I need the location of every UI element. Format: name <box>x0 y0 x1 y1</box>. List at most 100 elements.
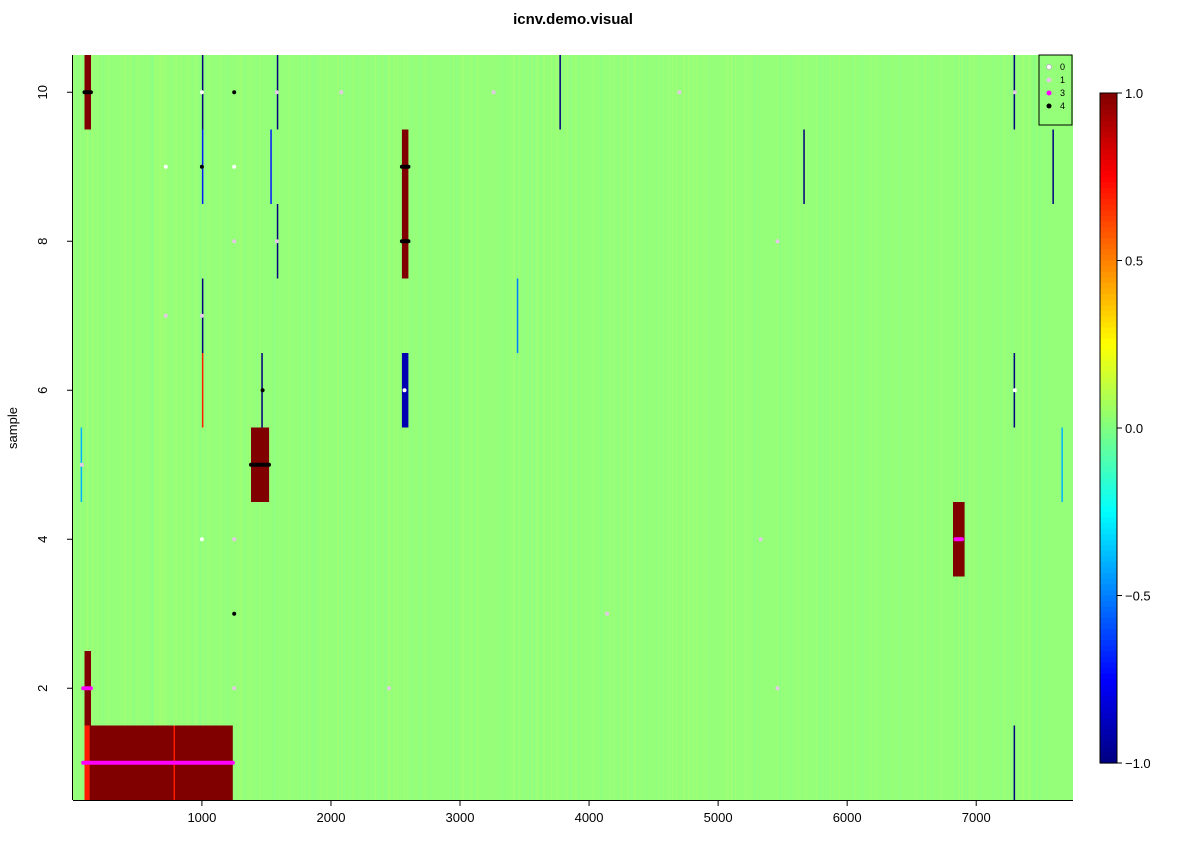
cnv-call-point <box>199 537 204 542</box>
color-scale-tick-label: 1.0 <box>1125 86 1143 101</box>
heatmap-texture-column <box>315 55 317 800</box>
heatmap-texture-column <box>819 55 821 800</box>
color-scale-swatch <box>1100 355 1117 362</box>
heatmap-texture-column <box>505 55 507 800</box>
heatmap-texture-column <box>790 55 791 800</box>
color-scale-swatch <box>1100 176 1117 183</box>
heatmap-texture-column <box>529 55 531 800</box>
heatmap-texture-column <box>955 55 957 800</box>
legend-label: 3 <box>1060 88 1065 98</box>
color-scale-swatch <box>1100 266 1117 273</box>
heatmap-texture-column <box>697 55 698 800</box>
color-scale-swatch <box>1100 148 1117 156</box>
color-scale-swatch <box>1100 757 1117 764</box>
heatmap-texture-column <box>645 55 647 800</box>
heatmap-texture-column <box>883 55 884 800</box>
heatmap-texture-column <box>511 55 513 800</box>
heatmap-texture-column <box>620 55 622 800</box>
heatmap-texture-column <box>1032 55 1034 800</box>
color-scale-swatch <box>1100 640 1117 647</box>
color-scale-swatch <box>1100 422 1117 429</box>
heatmap-texture-column <box>643 55 645 800</box>
heatmap-texture-column <box>393 55 395 800</box>
color-scale-bar: −1.0 −0.5 0.0 0.5 1.0 <box>1099 86 1151 771</box>
color-scale-swatch <box>1100 321 1117 329</box>
heatmap-texture-column <box>151 55 153 800</box>
heatmap-texture-column <box>476 55 478 800</box>
heatmap-texture-column <box>410 55 412 800</box>
cnv-call-point <box>274 90 279 95</box>
cnv-call-point <box>232 239 237 244</box>
color-scale-tick-label: 0.0 <box>1125 421 1143 436</box>
y-tick-label: 8 <box>35 238 50 245</box>
heatmap-texture-column <box>274 55 276 800</box>
heatmap-texture-column <box>198 55 200 800</box>
heatmap-texture-column <box>899 55 901 800</box>
color-scale-swatch <box>1100 433 1117 440</box>
heatmap-texture-column <box>273 55 275 800</box>
color-scale-swatch <box>1100 534 1117 541</box>
color-scale-swatch <box>1100 210 1117 217</box>
heatmap-texture-column <box>634 55 636 800</box>
heatmap-texture-column <box>89 55 91 800</box>
heatmap-texture-column <box>154 55 156 800</box>
heatmap-texture-column <box>320 55 322 800</box>
cnv-call-point <box>677 90 682 95</box>
heatmap-texture-column <box>887 55 889 800</box>
color-scale-swatch <box>1100 126 1117 133</box>
cnv-call-point <box>163 313 168 318</box>
heatmap-texture-column <box>97 55 99 800</box>
color-scale-swatch <box>1100 344 1117 351</box>
color-scale-swatch <box>1100 740 1117 747</box>
heatmap-texture-column <box>780 55 782 800</box>
heatmap-texture-column <box>533 55 535 800</box>
heatmap-texture-column <box>979 55 981 800</box>
color-scale-swatch <box>1100 573 1117 580</box>
heatmap-texture-column <box>340 55 342 800</box>
color-scale-swatch <box>1100 707 1117 714</box>
heatmap-texture-column <box>601 55 603 800</box>
plot-area <box>73 55 1073 800</box>
heatmap-texture-column <box>660 55 662 800</box>
x-tick-label: 7000 <box>962 810 991 825</box>
heatmap-texture-column <box>92 55 94 800</box>
heatmap-texture-column <box>557 55 559 800</box>
color-scale-swatch <box>1100 578 1117 585</box>
x-tick-label: 4000 <box>575 810 604 825</box>
heatmap-texture-column <box>833 55 835 800</box>
heatmap-texture-column <box>206 55 208 800</box>
heatmap-texture-column <box>575 55 577 800</box>
heatmap-texture-column <box>150 55 152 800</box>
color-scale-swatch <box>1100 232 1117 239</box>
heatmap-texture-column <box>86 55 88 800</box>
heatmap-texture-column <box>352 55 354 800</box>
heatmap-texture-column <box>378 55 380 800</box>
color-scale-swatch <box>1100 271 1117 278</box>
heatmap-texture-column <box>609 55 611 800</box>
heatmap-texture-column <box>661 55 663 800</box>
cnv-call-point <box>232 164 237 169</box>
heatmap-texture-column <box>875 55 877 800</box>
heatmap-texture <box>73 55 1047 800</box>
x-tick-label: 1000 <box>187 810 216 825</box>
heatmap-texture-column <box>220 55 222 800</box>
color-scale-swatch <box>1100 400 1117 407</box>
heatmap-texture-column <box>629 55 631 800</box>
color-scale-swatch <box>1100 601 1117 608</box>
color-scale-swatch <box>1100 137 1117 144</box>
cnv-call-point <box>232 537 237 542</box>
heatmap-texture-column <box>396 55 398 800</box>
heatmap-texture-column <box>706 55 708 800</box>
color-scale-swatch <box>1100 584 1117 591</box>
heatmap-texture-column <box>830 55 832 800</box>
chart-title: icnv.demo.visual <box>513 11 633 28</box>
heatmap-texture-column <box>203 55 204 800</box>
color-scale-swatch <box>1100 489 1117 496</box>
heatmap-texture-column <box>931 55 933 800</box>
color-scale-swatch <box>1100 238 1117 245</box>
heatmap-texture-column <box>805 55 807 800</box>
color-scale-swatch <box>1100 455 1117 463</box>
heatmap-texture-column <box>492 55 494 800</box>
